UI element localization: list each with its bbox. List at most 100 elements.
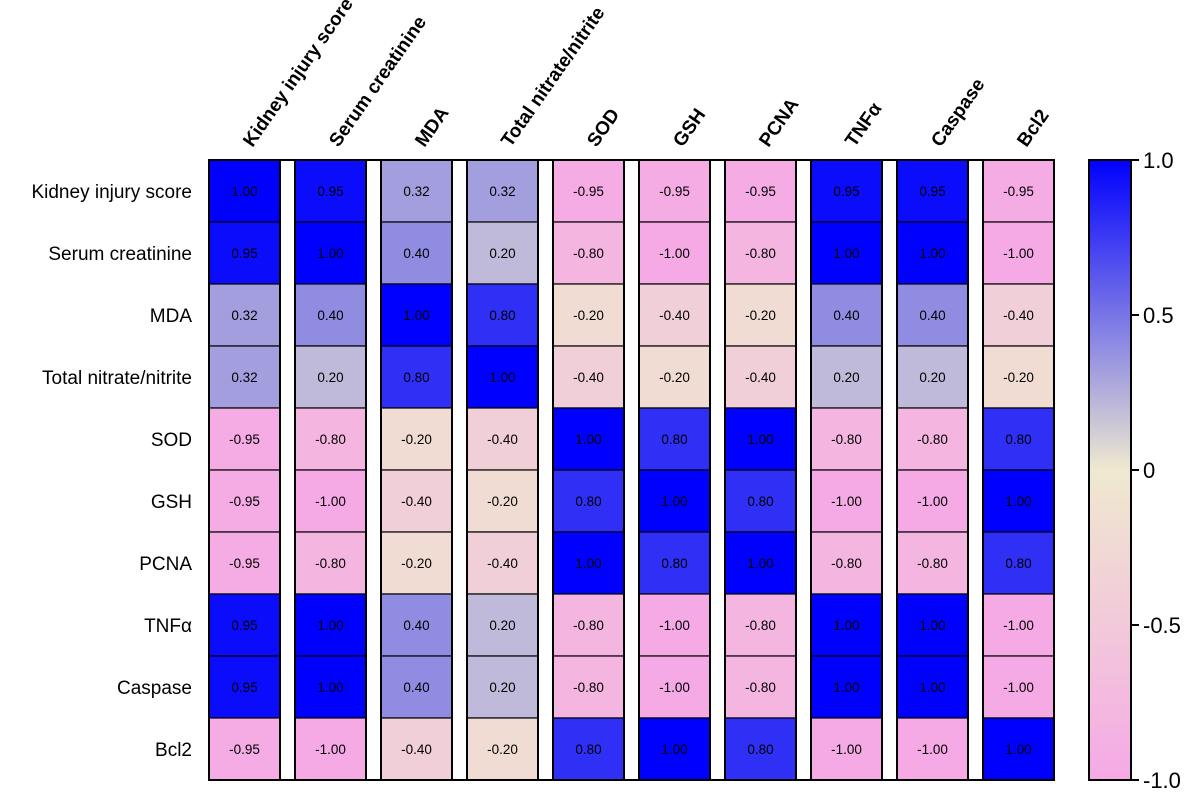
cell-value-label: -0.20 [487, 494, 518, 509]
colorbar-tick-label: -0.5 [1143, 613, 1181, 638]
cell-value-label: -0.95 [229, 742, 260, 757]
heatmap-cell [552, 655, 625, 719]
heatmap-cell [896, 407, 969, 471]
heatmap-cell [982, 221, 1055, 285]
cell-value-label: 0.20 [489, 618, 515, 633]
cell-value-label: 0.80 [575, 494, 601, 509]
cell-value-label: 0.80 [747, 742, 773, 757]
cell-value-label: 0.95 [231, 680, 257, 695]
heatmap-cell [294, 221, 367, 285]
cell-value-label: -0.80 [831, 432, 862, 447]
cell-value-label: -1.00 [1003, 246, 1034, 261]
heatmap-cell [208, 345, 281, 409]
cell-value-label: -0.80 [745, 680, 776, 695]
heatmap-cell [896, 345, 969, 409]
cell-value-label: 1.00 [919, 680, 945, 695]
cell-value-label: -0.20 [573, 308, 604, 323]
cell-value-label: -1.00 [315, 494, 346, 509]
heatmap-cell [552, 593, 625, 657]
cell-value-label: 0.40 [403, 618, 429, 633]
heatmap-cell [466, 469, 539, 533]
cell-value-label: 0.80 [489, 308, 515, 323]
cell-value-label: 1.00 [919, 618, 945, 633]
cell-value-label: -0.80 [573, 246, 604, 261]
row-label: PCNA [139, 554, 192, 575]
row-label: Kidney injury score [31, 182, 192, 203]
colorbar-tick-label: -1.0 [1143, 768, 1181, 793]
cell-value-label: 1.00 [1005, 742, 1031, 757]
column-label: SOD [583, 105, 624, 151]
row-label: SOD [151, 430, 192, 451]
cell-value-label: -0.95 [229, 556, 260, 571]
cell-value-label: 0.80 [661, 556, 687, 571]
cell-value-label: -0.40 [487, 432, 518, 447]
heatmap-cell [294, 283, 367, 347]
heatmap-cell [208, 469, 281, 533]
heatmap-cell [810, 283, 883, 347]
heatmap-cell [638, 531, 711, 595]
cell-value-label: 0.80 [661, 432, 687, 447]
heatmap-cell [724, 283, 797, 347]
cell-value-label: 0.80 [1005, 556, 1031, 571]
cell-value-label: -0.80 [315, 432, 346, 447]
cell-value-label: -0.20 [401, 556, 432, 571]
cell-value-label: 1.00 [833, 618, 859, 633]
cell-value-label: -0.80 [573, 618, 604, 633]
cell-value-label: -0.20 [487, 742, 518, 757]
heatmap-cell [552, 717, 625, 781]
heatmap-cell [724, 345, 797, 409]
cell-value-label: 0.95 [231, 246, 257, 261]
colorbar [1088, 159, 1132, 781]
cell-value-label: 1.00 [661, 742, 687, 757]
heatmap-cell [294, 407, 367, 471]
cell-value-label: -1.00 [1003, 680, 1034, 695]
cell-value-label: 1.00 [919, 246, 945, 261]
heatmap-cell [810, 407, 883, 471]
cell-value-label: -0.20 [401, 432, 432, 447]
cell-value-label: -0.80 [917, 556, 948, 571]
cell-value-label: 0.20 [833, 370, 859, 385]
row-label: Bcl2 [155, 740, 192, 761]
cell-value-label: -0.40 [573, 370, 604, 385]
heatmap-cell [380, 283, 453, 347]
heatmap-cell [380, 593, 453, 657]
heatmap-cell [294, 593, 367, 657]
heatmap-cell [638, 345, 711, 409]
heatmap-cell [208, 531, 281, 595]
cell-value-label: 1.00 [317, 618, 343, 633]
cell-value-label: -0.80 [831, 556, 862, 571]
heatmap-cell [810, 593, 883, 657]
cell-value-label: -0.80 [745, 618, 776, 633]
row-label: Caspase [117, 678, 192, 699]
cell-value-label: -1.00 [315, 742, 346, 757]
cell-value-label: -0.95 [573, 184, 604, 199]
heatmap-cell [896, 717, 969, 781]
cell-value-label: 1.00 [231, 184, 257, 199]
cell-value-label: 0.40 [317, 308, 343, 323]
cell-value-label: 0.20 [317, 370, 343, 385]
column-label: GSH [669, 105, 710, 151]
heatmap-cell [294, 159, 367, 223]
heatmap-cell [466, 593, 539, 657]
heatmap-cell [724, 531, 797, 595]
heatmap-cell [552, 283, 625, 347]
cell-value-label: -0.20 [745, 308, 776, 323]
heatmap-cell [552, 469, 625, 533]
cell-value-label: -0.95 [229, 432, 260, 447]
heatmap-cell [724, 717, 797, 781]
row-label: Total nitrate/nitrite [42, 368, 192, 389]
cell-value-label: 0.32 [403, 184, 429, 199]
cell-value-label: -0.95 [659, 184, 690, 199]
cell-value-label: 1.00 [317, 246, 343, 261]
heatmap-cell [896, 469, 969, 533]
cell-value-label: -0.80 [745, 246, 776, 261]
column-label: Bcl2 [1013, 106, 1053, 151]
colorbar-tick-label: 0 [1143, 458, 1155, 483]
heatmap-cell [638, 593, 711, 657]
heatmap-cell [466, 531, 539, 595]
colorbar-tick-label: 1.0 [1143, 148, 1174, 173]
cell-value-label: 0.20 [489, 680, 515, 695]
cell-value-label: 1.00 [747, 432, 773, 447]
cell-value-label: -1.00 [831, 494, 862, 509]
